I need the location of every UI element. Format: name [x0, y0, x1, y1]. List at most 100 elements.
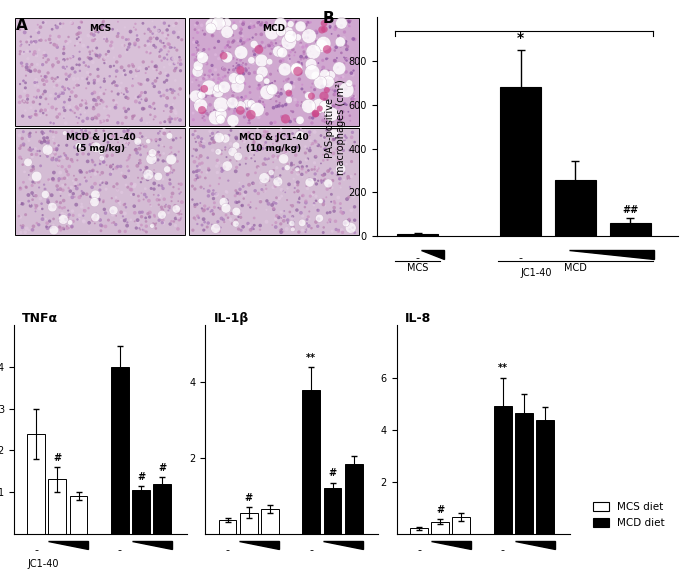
Point [231, 207, 242, 216]
Point [171, 133, 182, 143]
Point [332, 59, 343, 68]
Point [337, 228, 348, 237]
Point [159, 78, 170, 87]
Point [286, 222, 297, 231]
Point [140, 142, 151, 151]
Point [121, 156, 132, 165]
Point [49, 147, 60, 157]
Point [125, 67, 136, 77]
Point [92, 65, 103, 74]
Point [156, 56, 167, 65]
Point [43, 138, 54, 147]
Point [221, 153, 232, 162]
Point [35, 93, 46, 102]
Point [88, 139, 99, 148]
Point [52, 113, 63, 122]
Text: -: - [416, 253, 420, 263]
Point [344, 225, 355, 234]
Point [195, 67, 206, 77]
Point [156, 210, 167, 219]
Point [166, 103, 177, 113]
Point [129, 111, 140, 120]
Point [110, 72, 121, 81]
Point [245, 88, 256, 97]
Point [18, 177, 29, 187]
Point [159, 53, 170, 63]
Point [142, 37, 153, 46]
Point [175, 60, 186, 69]
Point [297, 80, 308, 89]
Point [223, 130, 234, 140]
Point [292, 163, 303, 172]
Point [149, 112, 160, 121]
Point [333, 138, 344, 147]
Point [310, 169, 321, 179]
Point [260, 138, 271, 147]
Point [282, 218, 293, 227]
Point [209, 202, 220, 212]
Point [127, 60, 138, 69]
Point [21, 183, 32, 192]
Point [275, 57, 286, 66]
Point [221, 195, 232, 205]
Point [270, 214, 281, 223]
Point [233, 212, 244, 222]
Point [271, 163, 282, 172]
Point [303, 225, 314, 234]
Point [318, 156, 329, 165]
Point [338, 33, 349, 42]
Point [295, 216, 306, 226]
Point [65, 53, 76, 63]
Point [89, 88, 100, 97]
Point [202, 204, 213, 213]
Point [75, 100, 86, 110]
Point [339, 134, 350, 143]
Point [293, 227, 304, 237]
Point [188, 167, 199, 176]
Point [263, 41, 274, 50]
Point [329, 113, 340, 122]
Point [308, 50, 319, 59]
Point [166, 217, 177, 226]
Point [316, 82, 327, 91]
Point [38, 50, 49, 60]
Point [137, 225, 148, 234]
Point [55, 23, 66, 32]
Point [164, 127, 175, 136]
Point [192, 65, 203, 74]
Point [161, 75, 172, 85]
Point [284, 180, 295, 189]
Point [75, 66, 86, 75]
Point [319, 85, 329, 95]
Point [256, 185, 267, 194]
Point [192, 49, 203, 58]
Point [101, 57, 112, 67]
Point [273, 213, 284, 222]
Point [28, 97, 39, 107]
Point [240, 37, 251, 46]
Point [53, 35, 64, 44]
Point [54, 88, 65, 97]
Point [267, 42, 278, 51]
Point [110, 99, 121, 108]
Point [36, 148, 47, 158]
Point [349, 137, 360, 147]
Point [266, 38, 277, 47]
Point [334, 169, 345, 178]
Point [257, 38, 268, 47]
Point [240, 64, 251, 73]
Point [91, 114, 102, 123]
Point [321, 54, 332, 63]
Point [272, 197, 283, 206]
Point [145, 27, 156, 36]
Point [286, 79, 297, 89]
Point [158, 184, 169, 193]
Point [36, 60, 47, 70]
Point [309, 158, 320, 168]
Point [21, 37, 32, 46]
Point [195, 55, 206, 64]
Point [100, 222, 111, 231]
Point [25, 103, 36, 113]
Point [288, 160, 299, 169]
Point [287, 225, 298, 234]
